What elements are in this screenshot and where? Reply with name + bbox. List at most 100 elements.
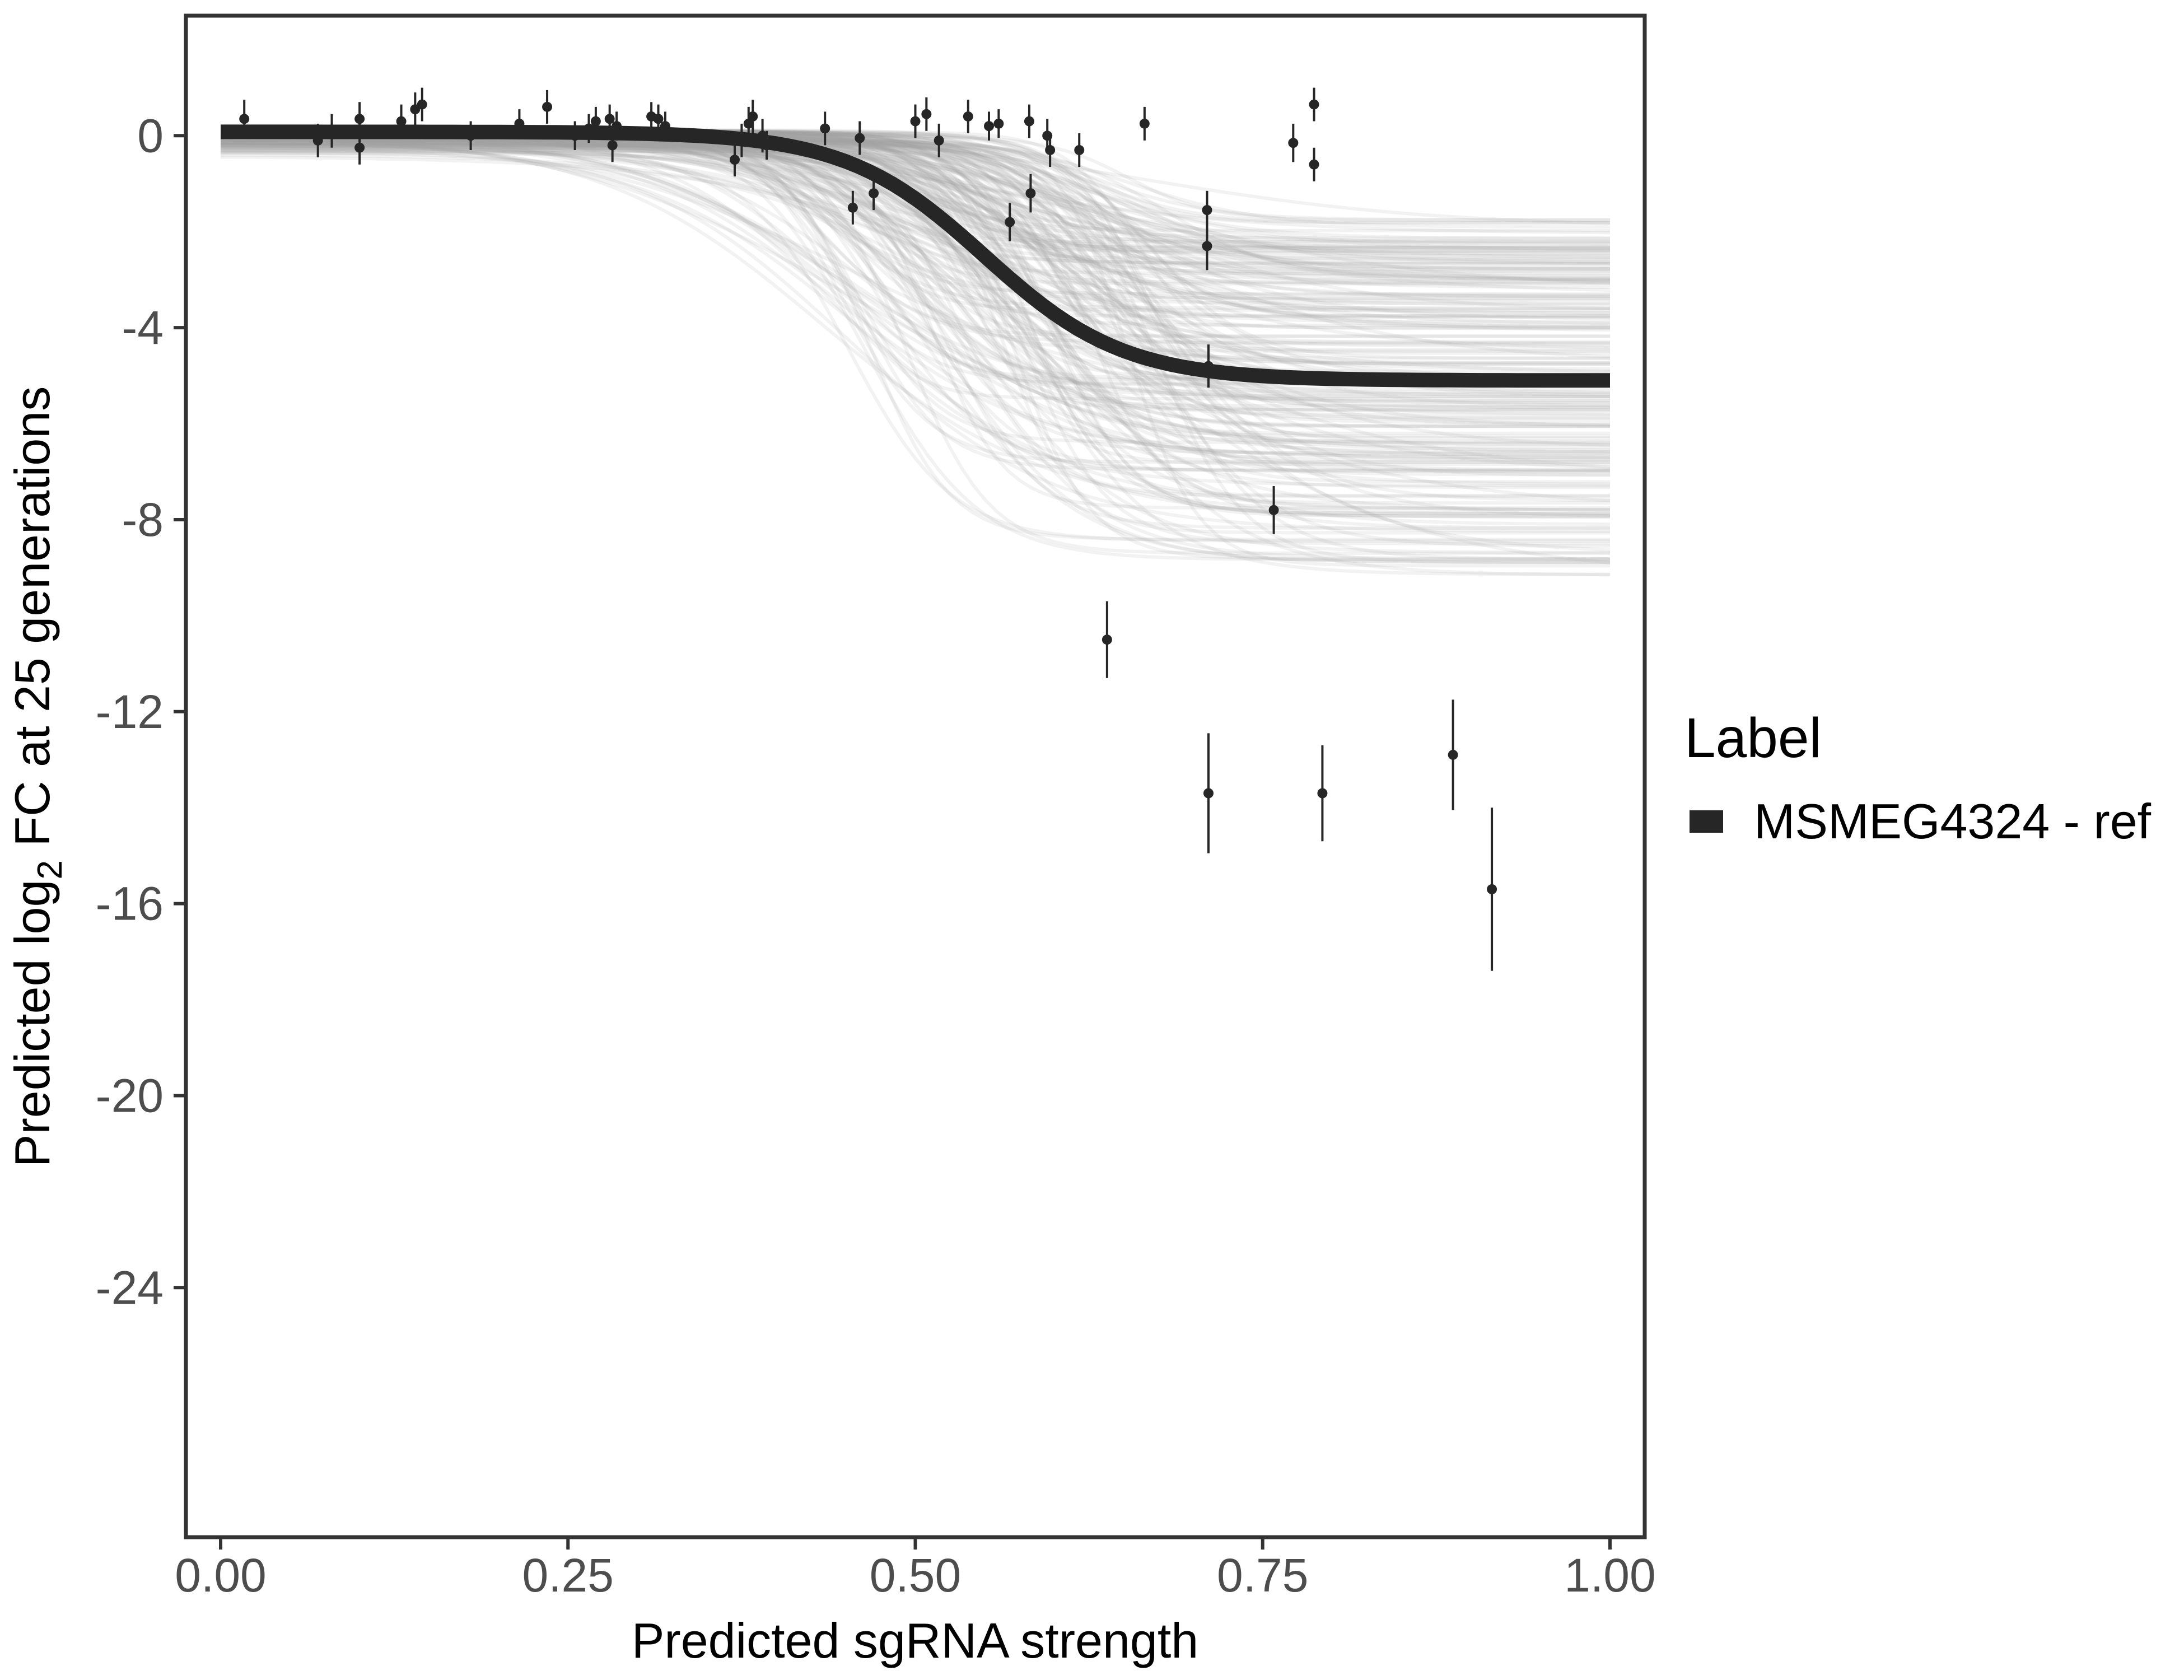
data-point-group — [417, 87, 427, 122]
data-point-group — [326, 114, 337, 148]
points-layer — [239, 87, 1497, 971]
x-tick-label: 1.00 — [1564, 1549, 1656, 1602]
posterior-curve — [221, 141, 1610, 555]
data-point — [1102, 634, 1112, 645]
data-point-group — [570, 121, 580, 150]
data-point-group — [748, 99, 758, 133]
data-point — [584, 123, 594, 134]
posterior-curve — [221, 143, 1611, 502]
y-axis-label-subscript: 2 — [31, 860, 69, 879]
posterior-curve — [221, 139, 1610, 365]
data-point-group — [921, 97, 932, 131]
data-point-group — [983, 111, 994, 141]
data-point — [1309, 159, 1319, 170]
data-point-group — [1202, 222, 1212, 270]
data-point — [910, 116, 921, 127]
data-point — [312, 135, 323, 146]
posterior-curve — [220, 136, 1611, 469]
y-tick-label: -24 — [96, 1261, 164, 1314]
posterior-curve — [221, 144, 1610, 365]
posterior-curve — [221, 143, 1610, 318]
posterior-curve — [221, 139, 1610, 461]
posterior-curve — [221, 142, 1610, 320]
data-point — [869, 188, 879, 199]
posterior-curve — [221, 137, 1610, 413]
posterior-curve — [221, 142, 1610, 554]
posterior-curve — [221, 141, 1610, 346]
data-point — [239, 114, 250, 124]
posterior-curve — [221, 146, 1610, 285]
data-point — [612, 121, 622, 132]
data-point — [1024, 116, 1034, 127]
posterior-curve — [220, 136, 1611, 235]
data-point — [542, 101, 553, 112]
x-axis-label: Predicted sgRNA strength — [632, 1613, 1199, 1668]
data-point-group — [396, 104, 407, 138]
data-point-group — [1309, 147, 1319, 181]
posterior-curve — [221, 142, 1611, 310]
data-point-group — [1102, 601, 1112, 678]
posterior-curve — [221, 150, 1610, 265]
data-point — [396, 116, 407, 127]
data-point-group — [1203, 733, 1214, 853]
posterior-curve — [221, 138, 1610, 455]
y-tick-label: 0 — [137, 109, 164, 162]
data-point-group — [514, 109, 525, 138]
data-point — [993, 118, 1004, 129]
posterior-curve — [221, 142, 1610, 275]
posterior-curve — [220, 155, 1611, 381]
data-point-group — [1005, 203, 1015, 241]
posterior-curve — [221, 145, 1610, 366]
data-point-group — [465, 121, 476, 150]
posterior-curve — [221, 151, 1610, 519]
posterior-curve — [221, 147, 1610, 255]
data-point — [1005, 217, 1015, 227]
data-point — [757, 130, 768, 141]
data-point-group — [1487, 808, 1497, 971]
data-point-group — [1139, 106, 1150, 141]
data-point — [1203, 361, 1214, 371]
data-point — [607, 140, 618, 151]
posterior-curve — [220, 153, 1611, 416]
posterior-curve — [221, 136, 1610, 398]
posterior-curve — [221, 139, 1610, 420]
data-point-group — [934, 123, 944, 157]
data-point-group — [869, 176, 879, 211]
data-point — [983, 121, 994, 132]
data-point-group — [354, 102, 365, 136]
posterior-curve — [221, 151, 1610, 543]
data-point — [660, 121, 670, 132]
data-point-group — [542, 90, 553, 124]
legend-entry-label: MSMEG4324 - ref — [1754, 794, 2152, 849]
data-point — [847, 202, 858, 213]
posterior-curve — [221, 151, 1610, 456]
data-point-group — [910, 104, 921, 138]
posterior-curve — [220, 141, 1611, 533]
y-axis: 0 -4 -8 -12 -16 -20 -24 — [96, 109, 184, 1314]
data-point — [729, 155, 740, 165]
posterior-curve — [221, 147, 1611, 427]
posterior-curve — [221, 150, 1610, 474]
data-point-group — [1288, 123, 1299, 162]
data-point-group — [1309, 87, 1319, 122]
posterior-curve — [221, 140, 1610, 464]
posterior-curve — [221, 138, 1610, 518]
posterior-curve — [221, 138, 1610, 250]
posterior-curve — [221, 138, 1610, 281]
data-point — [570, 130, 580, 141]
posterior-curve — [221, 140, 1610, 564]
posterior-curve — [220, 141, 1611, 502]
posterior-curve — [221, 146, 1610, 510]
data-point — [465, 130, 476, 141]
posterior-curve — [221, 140, 1610, 246]
data-point-group — [1317, 745, 1328, 842]
data-point — [855, 133, 865, 143]
data-point-group — [820, 111, 830, 146]
data-point — [921, 109, 932, 119]
legend: Label MSMEG4324 - ref — [1684, 707, 2152, 849]
data-point — [1268, 505, 1279, 515]
posterior-curve — [220, 133, 1610, 404]
data-point-group — [354, 130, 365, 165]
data-point-group — [847, 190, 858, 225]
